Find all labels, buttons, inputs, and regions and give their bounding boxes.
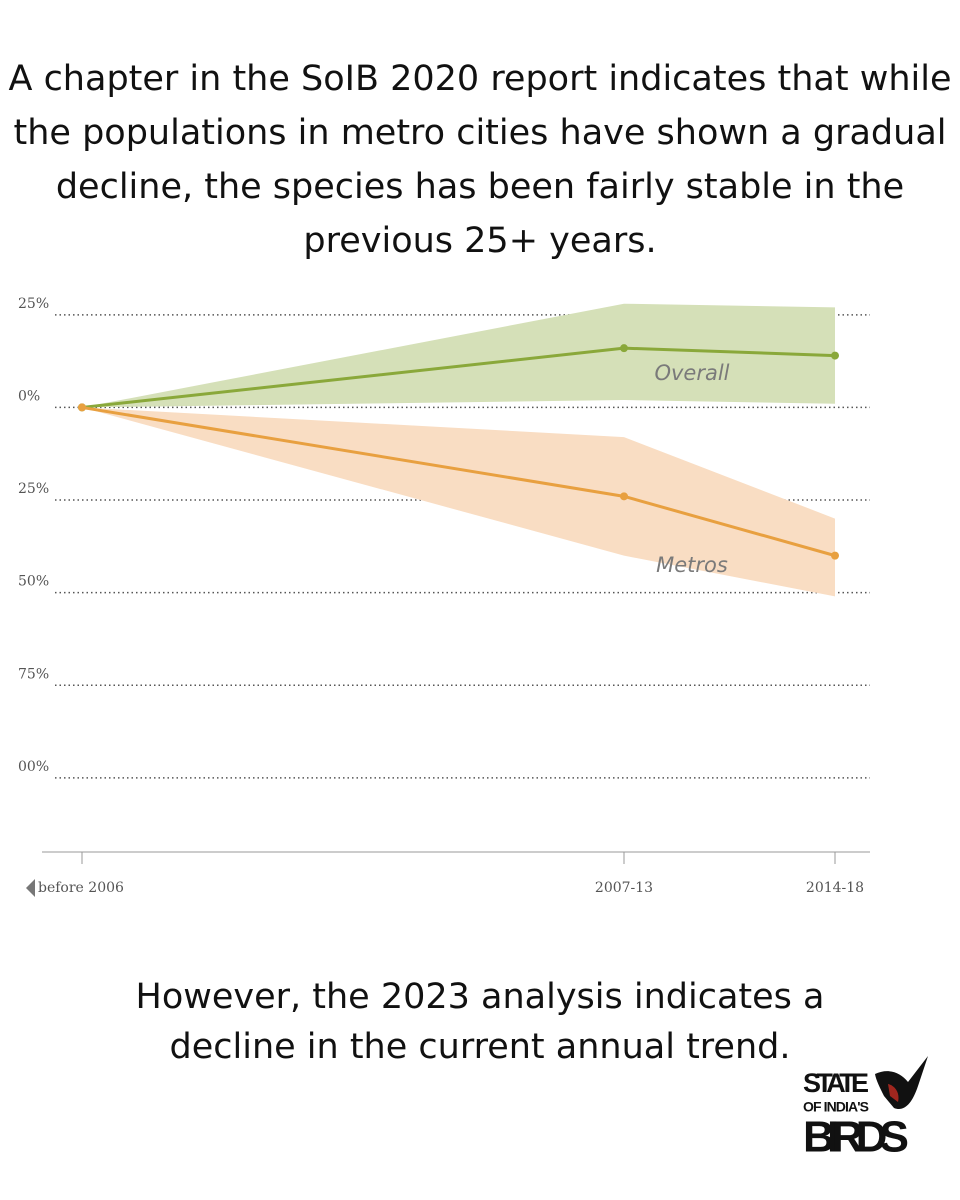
y-tick-label: 0%: [18, 388, 40, 404]
series-label: Metros: [656, 553, 728, 577]
logo-line: BIRDS: [803, 1113, 909, 1162]
y-tick-label: 50%: [18, 574, 49, 590]
heading: A chapter in the SoIB 2020 report indica…: [8, 59, 952, 261]
logo-line: STATE: [803, 1068, 869, 1098]
data-point: [620, 492, 628, 501]
x-tick-label: before 2006: [38, 880, 124, 896]
y-tick-label: 75%: [18, 666, 49, 682]
logo: STATE OF INDIA'S BIRDS: [803, 1056, 928, 1162]
logo-bird-wing: [888, 1084, 899, 1102]
x-tick-label: 2007-13: [595, 880, 653, 896]
footer: However, the 2023 analysis indicates a d…: [135, 977, 825, 1067]
axis-arrow: [26, 879, 35, 897]
y-tick-label: 00%: [18, 759, 49, 775]
data-point: [831, 351, 839, 360]
chart: 25% 0% 25% 50% 75% 00% before 2006 2007-13 2014-…: [18, 296, 870, 897]
data-point: [831, 551, 839, 560]
series-label: Overall: [654, 361, 729, 385]
data-point: [78, 403, 86, 412]
data-point: [620, 344, 628, 353]
x-tick-label: 2014-18: [806, 880, 864, 896]
logo-bird: [875, 1056, 928, 1110]
y-tick-label: 25%: [18, 296, 49, 312]
logo-line: OF INDIA'S: [803, 1099, 869, 1115]
y-tick-label: 25%: [18, 481, 49, 497]
confidence-band: [82, 303, 835, 408]
confidence-band: [82, 407, 835, 597]
